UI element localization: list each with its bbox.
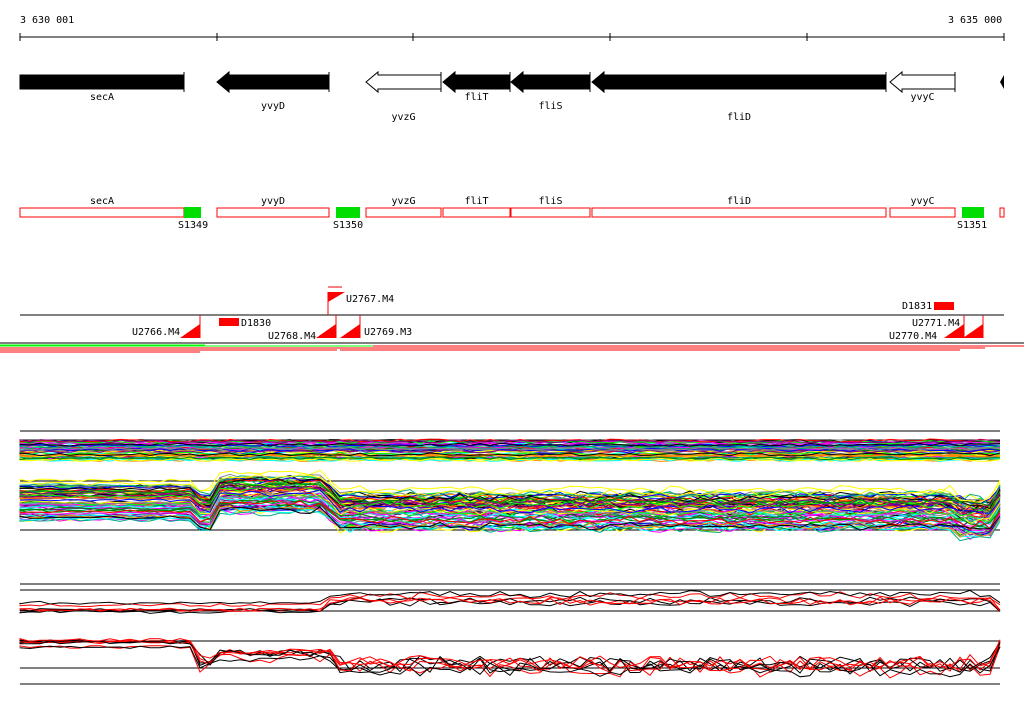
profile-line bbox=[19, 447, 1001, 452]
gene-box bbox=[999, 207, 1005, 218]
ruler: 3 630 001 3 635 000 bbox=[19, 15, 1005, 41]
feature-wedge bbox=[328, 292, 345, 302]
gene-box-label: yvyD bbox=[261, 196, 285, 207]
gene-label: secA bbox=[90, 92, 114, 103]
feature-label: U2770.M4 bbox=[889, 331, 937, 342]
profile-line bbox=[19, 478, 1001, 508]
profile-line bbox=[19, 480, 1001, 507]
profile-line bbox=[19, 637, 1001, 672]
profile-line bbox=[19, 492, 1001, 523]
feature-label: D1830 bbox=[241, 318, 271, 329]
profile-line bbox=[19, 596, 1001, 613]
segment-track: secA yvyD yvzG fliT fliS fliD yvyC S1349 S1350 S1… bbox=[19, 196, 1005, 231]
partial-gene-arrow bbox=[1000, 75, 1004, 89]
profile-line bbox=[19, 492, 1001, 522]
feature-wedge bbox=[944, 324, 964, 338]
segment-label: S1350 bbox=[333, 220, 363, 231]
feature-label: U2768.M4 bbox=[268, 331, 316, 342]
feature-label: U2769.M3 bbox=[364, 327, 412, 338]
gene-arrow bbox=[216, 70, 330, 94]
feature-block bbox=[219, 318, 239, 326]
profile-line bbox=[19, 640, 1001, 674]
feature-label: U2766.M4 bbox=[132, 327, 180, 338]
feature-label: D1831 bbox=[902, 301, 932, 312]
profile-line bbox=[19, 490, 1001, 524]
ruler-start-label: 3 630 001 bbox=[20, 15, 74, 26]
gene-label: yvyC bbox=[910, 92, 934, 103]
gene-arrow bbox=[889, 70, 956, 94]
gene-box-label: fliT bbox=[464, 196, 488, 207]
feature-wedge bbox=[316, 324, 336, 338]
profile-line bbox=[19, 478, 1001, 510]
gene-label: fliS bbox=[538, 101, 562, 112]
profile-line bbox=[19, 596, 1001, 612]
profile-line bbox=[19, 485, 1001, 515]
gene-box-label: fliS bbox=[538, 196, 562, 207]
segment-label: S1351 bbox=[957, 220, 987, 231]
segment-box bbox=[962, 207, 984, 218]
gene-label: yvzG bbox=[391, 112, 415, 123]
feature-wedge bbox=[340, 324, 360, 338]
gene-label: yvyD bbox=[261, 101, 285, 112]
profile-line bbox=[19, 442, 1001, 447]
profile-line bbox=[19, 500, 1001, 529]
feature-track: U2766.M4 U2768.M4 U2769.M3 U2770.M4 U2771.M4… bbox=[0, 286, 1024, 353]
profile-line bbox=[19, 446, 1001, 451]
profile-line bbox=[19, 497, 1001, 525]
ruler-end-label: 3 635 000 bbox=[948, 15, 1002, 26]
gene-box bbox=[889, 207, 956, 218]
gene-arrow bbox=[442, 70, 511, 94]
profile-line bbox=[19, 456, 1001, 461]
gene-arrow bbox=[510, 70, 591, 94]
gene-box bbox=[216, 207, 330, 218]
segment-box bbox=[184, 207, 201, 218]
gene-label: fliT bbox=[464, 92, 488, 103]
feature-block bbox=[934, 302, 954, 310]
gene-box bbox=[19, 207, 185, 218]
gene-track: secA yvyD yvzG fliT fliS fliD yvyC bbox=[19, 70, 1004, 123]
gene-box bbox=[365, 207, 442, 218]
profile-line bbox=[19, 589, 1001, 605]
profile-line bbox=[19, 500, 1001, 531]
feature-label: U2767.M4 bbox=[346, 294, 394, 305]
feature-label: U2771.M4 bbox=[912, 318, 960, 329]
gene-label: fliD bbox=[727, 112, 751, 123]
profile-line bbox=[19, 452, 1001, 457]
feature-wedge bbox=[180, 324, 200, 338]
profile-line bbox=[19, 508, 1001, 542]
gene-box bbox=[510, 207, 591, 218]
expression-profiles bbox=[19, 430, 1001, 685]
profile-line bbox=[19, 496, 1001, 527]
profile-line bbox=[19, 484, 1001, 513]
profile-line bbox=[19, 591, 1001, 608]
gene-arrow bbox=[365, 70, 442, 94]
profile-line bbox=[19, 639, 1001, 673]
gene-box bbox=[591, 207, 887, 218]
gene-arrow bbox=[19, 74, 185, 90]
profile-line bbox=[19, 439, 1001, 444]
profile-line bbox=[19, 506, 1001, 531]
profile-line bbox=[19, 486, 1001, 517]
gene-box-label: fliD bbox=[727, 196, 751, 207]
segment-box bbox=[336, 207, 360, 218]
gene-box-label: secA bbox=[90, 196, 114, 207]
gene-box-label: yvzG bbox=[391, 196, 415, 207]
gene-box-label: yvyC bbox=[910, 196, 934, 207]
segment-label: S1349 bbox=[178, 220, 208, 231]
profile-line bbox=[19, 489, 1001, 514]
gene-arrow bbox=[591, 70, 887, 94]
profile-line bbox=[19, 645, 1001, 678]
profile-line bbox=[19, 473, 1001, 504]
profile-line bbox=[19, 483, 1001, 512]
gene-box bbox=[442, 207, 511, 218]
profile-line bbox=[19, 469, 1001, 502]
feature-wedge bbox=[963, 324, 983, 338]
